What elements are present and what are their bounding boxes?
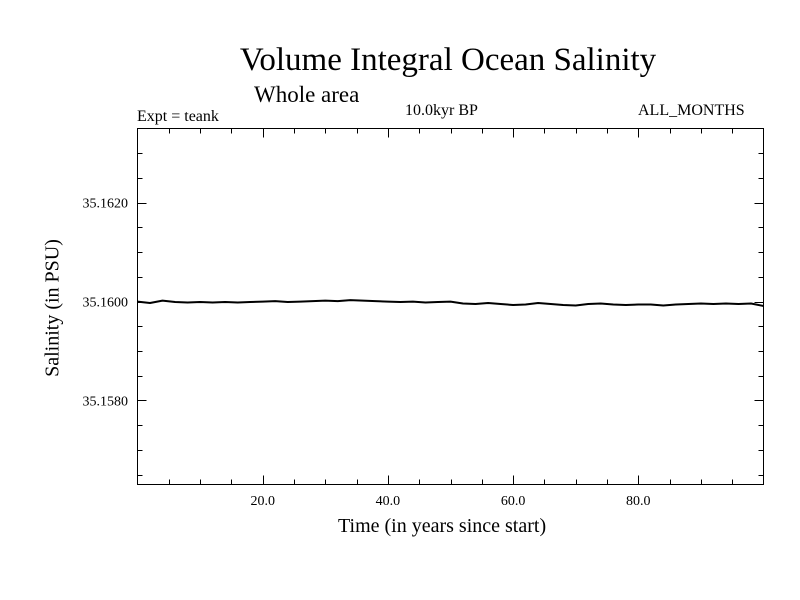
chart-subtitle: Whole area (254, 82, 360, 107)
chart-title: Volume Integral Ocean Salinity (239, 42, 657, 78)
axis-tick-labels: 20.0 40.0 60.0 80.0 35.1580 35.1600 35.1620 (83, 197, 651, 509)
salinity-series-line (137, 299, 764, 307)
x-axis-label: Time (in years since start) (338, 515, 547, 537)
x-tick-label: 20.0 (250, 494, 275, 509)
y-tick-label: 35.1580 (83, 394, 129, 409)
x-tick-label: 80.0 (626, 494, 651, 509)
y-tick-label: 35.1600 (83, 296, 129, 311)
x-tick-label: 40.0 (376, 494, 401, 509)
months-label: ALL_MONTHS (638, 102, 745, 119)
axis-ticks (137, 128, 764, 485)
y-tick-label: 35.1620 (83, 197, 129, 212)
experiment-label: Expt = teank (137, 108, 219, 125)
x-tick-label: 60.0 (501, 494, 526, 509)
period-label: 10.0kyr BP (405, 102, 478, 119)
series-layer (137, 299, 764, 307)
plot-frame (137, 128, 764, 485)
